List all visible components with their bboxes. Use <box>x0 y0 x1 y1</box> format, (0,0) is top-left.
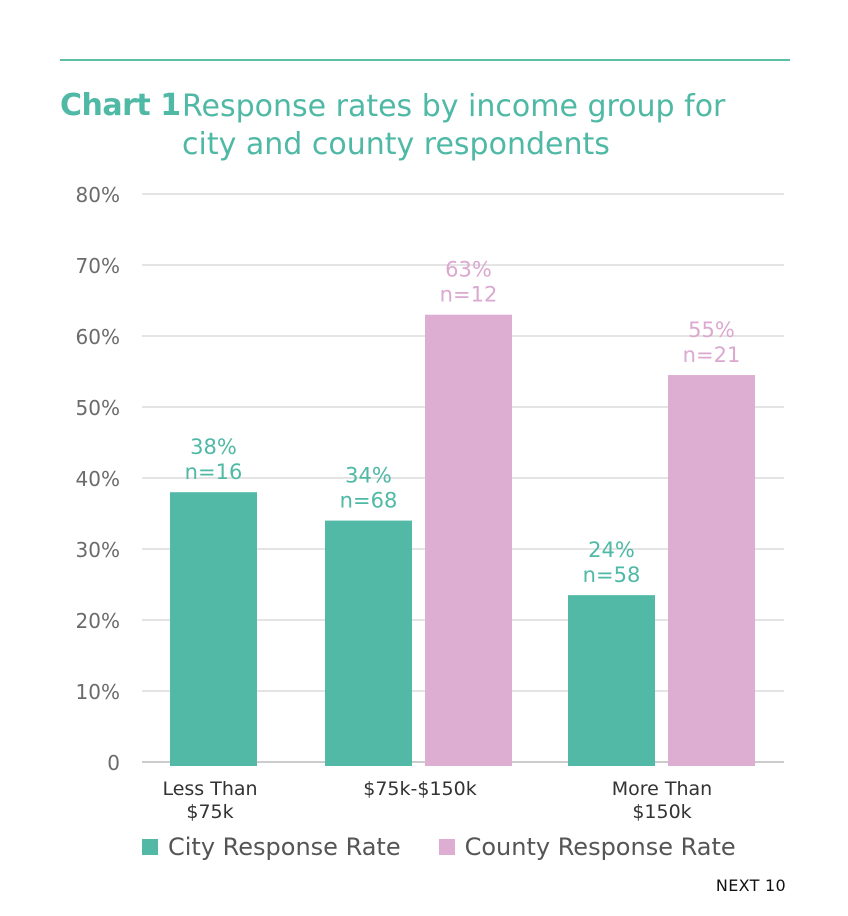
y-tick-label: 30% <box>76 538 120 562</box>
y-tick-label: 60% <box>76 325 120 349</box>
bar-city <box>568 595 655 766</box>
legend-item-county: County Response Rate <box>438 833 736 861</box>
x-category-label: $75k-$150k <box>363 778 476 800</box>
data-label-n: n=68 <box>340 489 398 513</box>
legend-swatch-county <box>438 839 455 855</box>
x-category-label: Less Than $75k <box>162 778 257 823</box>
data-label-n: n=58 <box>583 563 641 587</box>
chart-number-label: Chart 1 <box>60 88 181 123</box>
y-tick-label: 20% <box>76 609 120 633</box>
data-label-n: n=21 <box>683 343 741 367</box>
legend-label-city: City Response Rate <box>168 833 401 861</box>
top-rule <box>60 59 790 61</box>
data-label-percent: 24% <box>588 538 635 562</box>
legend-label-county: County Response Rate <box>464 833 736 861</box>
data-label-percent: 63% <box>445 258 492 282</box>
bar-county <box>425 314 512 766</box>
brand-footer: NEXT 10 <box>715 876 786 895</box>
y-tick-label: 80% <box>76 183 120 207</box>
bar-county <box>668 375 755 766</box>
data-label-n: n=16 <box>185 460 243 484</box>
legend-swatch-city <box>142 839 158 855</box>
legend-item-city: City Response Rate <box>142 833 401 861</box>
data-label-percent: 55% <box>688 318 735 342</box>
data-label-n: n=12 <box>440 283 498 307</box>
y-tick-label: 0 <box>107 751 120 775</box>
y-tick-label: 70% <box>76 254 120 278</box>
bar-city <box>325 520 412 766</box>
data-label-percent: 34% <box>345 464 392 488</box>
y-tick-label: 10% <box>76 680 120 704</box>
chart-title: Response rates by income group for city … <box>182 89 726 162</box>
x-category-label: More Than $150k <box>612 778 712 823</box>
data-label-percent: 38% <box>190 435 237 459</box>
y-tick-label: 50% <box>76 396 120 420</box>
bar-city <box>170 492 257 766</box>
y-tick-label: 40% <box>76 467 120 491</box>
legend: City Response Rate County Response Rate <box>142 833 774 861</box>
